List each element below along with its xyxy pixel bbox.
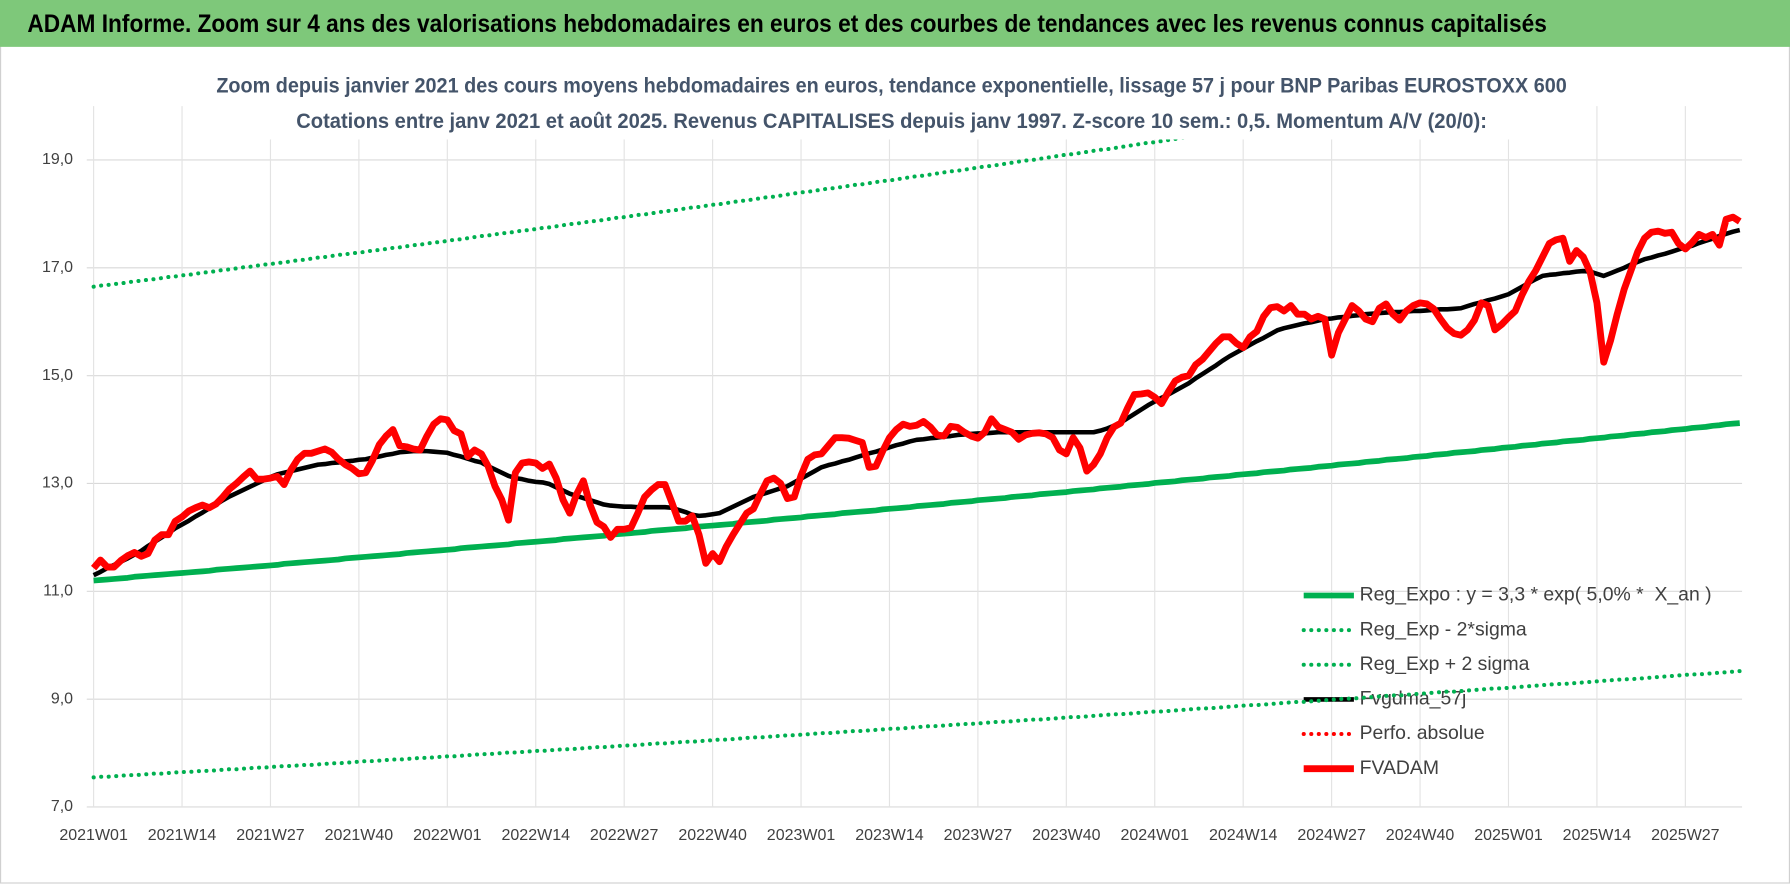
x-tick-label: 2021W01 [59, 827, 128, 844]
x-tick-label: 2022W40 [678, 827, 747, 844]
series-line [91, 106, 1409, 289]
y-tick-label: 7,0 [51, 798, 73, 815]
grid: 7,0 9,0 11,0 13,0 15,0 17,0 19,0 2021W01 2021W14… [42, 106, 1743, 844]
x-tick-label: 2023W27 [944, 827, 1013, 844]
x-tick-label: 2023W01 [767, 827, 836, 844]
legend: Reg_Expo : y = 3,3 * exp( 5,0% * X_an ) R… [1301, 584, 1712, 779]
chart-subtitle: Cotations entre janv 2021 et août 2025. … [296, 108, 1487, 133]
plot-lines [90, 106, 1742, 780]
x-tick-label: 2025W27 [1651, 827, 1720, 844]
legend-label: Reg_Exp - 2*sigma [1360, 618, 1527, 640]
y-tick-label: 11,0 [43, 583, 73, 600]
x-tick-label: 2022W27 [590, 827, 659, 844]
y-tick-label: 19,0 [42, 151, 73, 168]
x-tick-label: 2021W40 [325, 827, 394, 844]
x-tick-label: 2023W40 [1032, 827, 1101, 844]
chart-title: Zoom depuis janvier 2021 des cours moyen… [216, 73, 1566, 98]
x-tick-label: 2023W14 [855, 827, 924, 844]
y-tick-label: 17,0 [42, 259, 73, 276]
header-bar [0, 0, 1790, 47]
y-tick-label: 9,0 [51, 690, 73, 707]
x-tick-label: 2024W01 [1121, 827, 1190, 844]
title-box [207, 66, 1574, 140]
x-tick-label: 2025W01 [1474, 827, 1543, 844]
x-tick-label: 2024W14 [1209, 827, 1278, 844]
series-line [92, 227, 1741, 578]
series-line [90, 213, 1742, 571]
x-tick-label: 2024W40 [1386, 827, 1455, 844]
legend-label: Reg_Expo : y = 3,3 * exp( 5,0% * X_an ) [1360, 584, 1712, 606]
x-tick-label: 2025W14 [1563, 827, 1632, 844]
x-tick-label: 2024W27 [1297, 827, 1366, 844]
series-line [93, 420, 1740, 584]
legend-label: Perfo. absolue [1360, 722, 1485, 744]
legend-label: FVADAM [1360, 757, 1439, 779]
legend-label: Reg_Exp + 2 sigma [1360, 653, 1530, 675]
legend-label: Fvgdma_57j [1360, 688, 1467, 710]
y-tick-label: 13,0 [42, 475, 73, 492]
header-title: ADAM Informe. Zoom sur 4 ans des valoris… [27, 10, 1546, 38]
x-tick-label: 2021W27 [236, 827, 305, 844]
x-tick-label: 2022W01 [413, 827, 482, 844]
x-tick-label: 2021W14 [148, 827, 217, 844]
x-tick-label: 2022W14 [502, 827, 571, 844]
y-tick-label: 15,0 [42, 367, 73, 384]
